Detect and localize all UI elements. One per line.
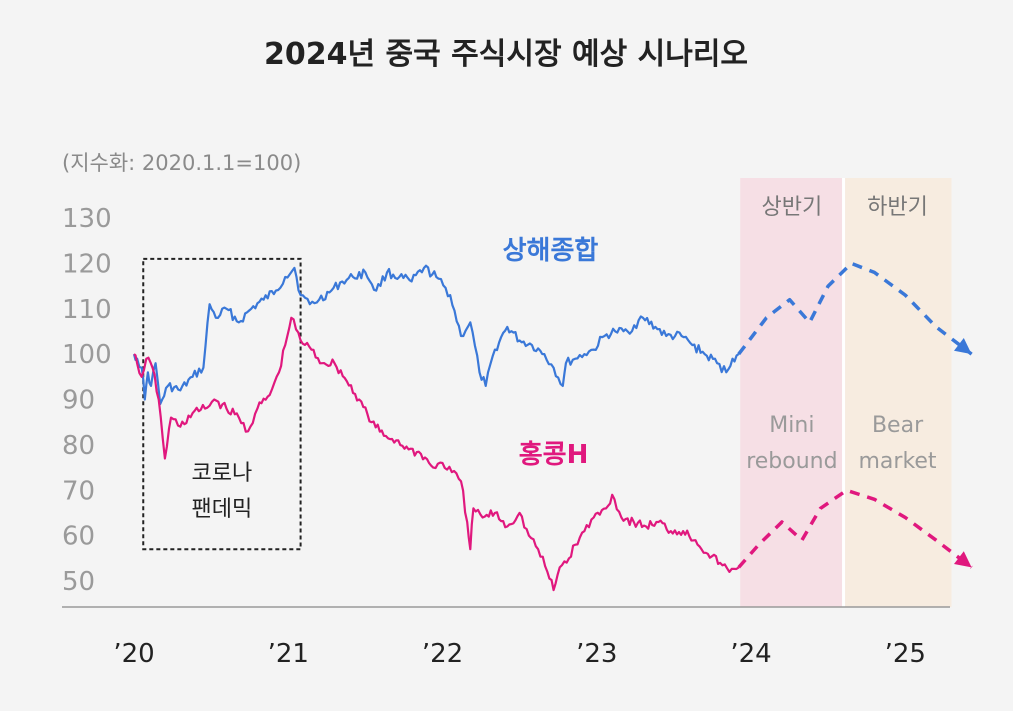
series-hongkong-actual	[133, 316, 740, 592]
y-tick-label: 110	[62, 295, 112, 325]
series-hongkong-arrowhead	[954, 551, 972, 568]
y-tick-label: 100	[62, 340, 112, 370]
unit-note: (지수화: 2020.1.1=100)	[62, 151, 301, 175]
band-note-2-2: market	[858, 449, 936, 474]
series-shanghai-forecast	[737, 261, 973, 356]
band-note-2-1: Bear	[872, 413, 924, 438]
y-tick-label: 120	[62, 249, 112, 279]
band-1	[740, 178, 844, 607]
x-tick-label: ’25	[885, 639, 926, 669]
band-header-2: 하반기	[867, 195, 928, 220]
chart-title: 2024년 중국 주식시장 예상 시나리오	[264, 37, 748, 72]
x-tick-label: ’23	[576, 639, 617, 669]
x-tick-label: ’21	[268, 639, 309, 669]
band-note-1-2: rebound	[746, 449, 837, 474]
x-tick-label: ’24	[730, 639, 771, 669]
series-label-hongkong: 홍콩H	[519, 440, 589, 470]
series-lines	[132, 261, 973, 592]
x-tick-label: ’22	[422, 639, 463, 669]
y-tick-label: 80	[62, 431, 95, 461]
band-header-1: 상반기	[762, 195, 823, 220]
series-shanghai-arrowhead	[954, 338, 972, 355]
pandemic-label-2: 팬데믹	[192, 497, 253, 522]
band-2	[843, 178, 952, 607]
series-shanghai-actual	[132, 264, 740, 406]
pandemic-label-1: 코로나	[192, 461, 253, 486]
y-tick-label: 60	[62, 522, 95, 552]
forecast-bands: 상반기 Mini rebound 하반기 Bear market	[740, 178, 952, 607]
y-tick-label: 50	[62, 567, 95, 597]
y-axis-ticks: 130 120 110 100 90 80 70 60 50	[62, 204, 112, 597]
y-tick-label: 130	[62, 204, 112, 234]
series-label-shanghai: 상해종합	[503, 236, 599, 266]
band-note-1-1: Mini	[769, 413, 814, 438]
x-tick-label: ’20	[113, 639, 154, 669]
series-hongkong-forecast	[737, 488, 973, 569]
pandemic-box	[142, 257, 302, 551]
y-tick-label: 70	[62, 476, 95, 506]
x-axis-ticks: ’20 ’21 ’22 ’23 ’24 ’25	[113, 639, 926, 669]
y-tick-label: 90	[62, 386, 95, 416]
